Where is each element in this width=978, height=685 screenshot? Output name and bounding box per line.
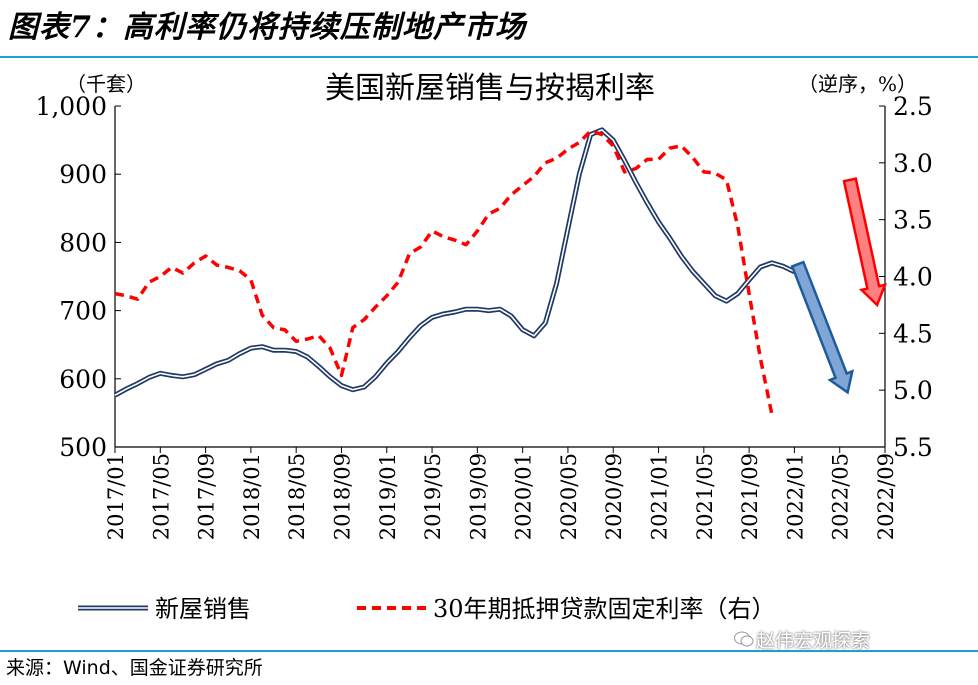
left-tick-label: 800 <box>59 228 107 257</box>
left-tick-label: 500 <box>59 433 107 462</box>
x-tick-label: 2019/05 <box>421 453 445 540</box>
right-tick-label: 5.5 <box>893 433 933 462</box>
wechat-icon <box>734 631 754 647</box>
legend-rate-label: 30年期抵押贷款固定利率（右） <box>433 595 776 623</box>
x-tick-label: 2018/05 <box>285 453 309 540</box>
x-axis: 2017/01 2017/05 2017/09 2018/01 2018/05 2018/… <box>104 446 898 540</box>
bottom-divider <box>0 650 978 652</box>
left-tick-label: 600 <box>59 365 107 394</box>
x-tick-label: 2018/01 <box>240 453 264 540</box>
left-axis: 1,000 900 800 700 600 500 <box>35 92 121 462</box>
figure-header: 图表7：高利率仍将持续压制地产市场 <box>0 0 978 56</box>
x-tick-label: 2021/09 <box>738 453 762 540</box>
x-tick-label: 2021/01 <box>648 453 672 540</box>
annotation-layer <box>790 177 888 395</box>
right-axis: 2.5 3.0 3.5 4.0 4.5 5.0 5.5 <box>879 92 933 462</box>
x-tick-label: 2017/01 <box>104 453 128 540</box>
left-tick-label: 1,000 <box>35 92 107 121</box>
x-tick-label: 2022/01 <box>783 453 807 540</box>
legend: 新屋销售 30年期抵押贷款固定利率（右） <box>78 595 776 623</box>
right-tick-label: 4.5 <box>893 319 933 348</box>
right-tick-label: 5.0 <box>893 376 933 405</box>
series-layer <box>113 127 796 415</box>
right-axis-label: （逆序，%） <box>798 72 917 96</box>
right-tick-label: 3.5 <box>893 206 933 235</box>
x-tick-label: 2020/09 <box>602 453 626 540</box>
top-divider <box>0 56 978 58</box>
x-tick-label: 2020/01 <box>512 453 536 540</box>
x-tick-label: 2018/09 <box>330 453 354 540</box>
left-axis-label: （千套） <box>66 72 146 96</box>
sales-decline-arrow <box>790 260 855 395</box>
watermark: 赵伟宏观探索 <box>756 630 871 652</box>
series-sales-line-outer <box>113 127 796 398</box>
chart-title: 美国新屋销售与按揭利率 <box>325 71 655 106</box>
figure-title: 图表7：高利率仍将持续压制地产市场 <box>8 10 526 45</box>
left-tick-label: 900 <box>59 160 107 189</box>
x-tick-label: 2017/09 <box>195 453 219 540</box>
series-sales-line-inner <box>114 129 795 396</box>
right-tick-label: 4.0 <box>893 263 933 292</box>
chart: 美国新屋销售与按揭利率 （千套） （逆序，%） 1,000 900 800 700 60… <box>35 71 933 623</box>
x-tick-label: 2019/09 <box>466 453 490 540</box>
right-tick-label: 2.5 <box>893 92 933 121</box>
source-note: 来源：Wind、国金证券研究所 <box>6 657 263 679</box>
x-tick-label: 2019/01 <box>376 453 400 540</box>
legend-sales-label: 新屋销售 <box>155 595 251 623</box>
left-tick-label: 700 <box>59 297 107 326</box>
rate-rise-arrow <box>842 177 888 308</box>
x-tick-label: 2021/05 <box>693 453 717 540</box>
right-tick-label: 3.0 <box>893 149 933 178</box>
series-rate-line <box>114 129 774 415</box>
x-tick-label: 2022/05 <box>829 453 853 540</box>
x-tick-label: 2020/05 <box>557 453 581 540</box>
x-tick-label: 2017/05 <box>149 453 173 540</box>
x-tick-label: 2022/09 <box>874 453 898 540</box>
